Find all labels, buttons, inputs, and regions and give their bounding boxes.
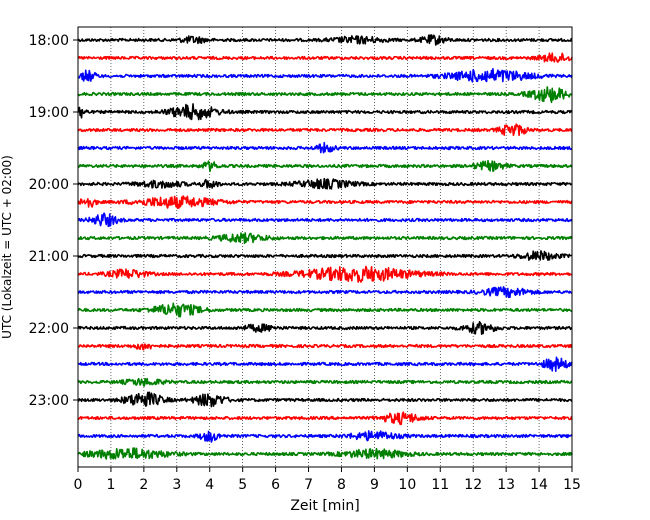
seismic-trace-1915 [77,123,573,137]
x-tick-label: 3 [172,477,181,493]
seismic-trace-2345 [77,447,573,460]
x-tick-label: 2 [139,477,148,493]
seismic-trace-2215 [77,343,573,351]
seismic-trace-1930 [77,141,573,154]
seismic-trace-2115 [77,265,573,283]
seismic-trace-2330 [77,430,573,443]
y-tick-label: 19:00 [29,105,69,121]
y-tick-label: 22:00 [29,321,69,337]
seismic-trace-2015 [77,195,573,209]
x-tick-label: 13 [497,477,515,493]
seismic-trace-2245 [77,377,573,387]
vertical-grid [110,27,540,467]
seismic-trace-1945 [77,159,573,173]
x-tick-label: 15 [563,477,581,493]
x-tick-label: 1 [106,477,115,493]
x-tick-label: 11 [431,477,449,493]
seismic-trace-2000 [77,177,573,190]
x-tick-label: 8 [337,477,346,493]
seismic-trace-1830 [77,68,573,83]
seismic-trace-2230 [77,356,573,373]
x-tick-label: 10 [398,477,416,493]
seismic-trace-2030 [77,212,573,228]
y-tick-label: 21:00 [29,249,69,265]
trace-group [77,34,573,460]
seismic-trace-2130 [77,286,573,299]
y-tick-label: 20:00 [29,177,69,193]
x-tick-label: 9 [370,477,379,493]
x-tick-label: 14 [530,477,548,493]
seismic-trace-2200 [77,320,573,335]
x-tick-label: 5 [238,477,247,493]
x-axis-label: Zeit [min] [290,498,359,514]
x-tick-label: 6 [271,477,280,493]
seismic-trace-2300 [77,391,573,408]
x-tick-label: 4 [205,477,214,493]
y-tick-label: 23:00 [29,393,69,409]
plot-frame [77,26,573,468]
seismic-trace-2100 [77,250,573,262]
y-tick-label: 18:00 [29,33,69,49]
x-axis-ticks: 0 1 2 3 4 5 6 7 8 9 10 11 12 13 14 15 [74,467,581,493]
y-axis-ticks: 18:00 19:00 20:00 21:00 22:00 23:00 [29,33,78,409]
x-tick-label: 12 [464,477,482,493]
seismic-trace-1815 [77,52,573,63]
y-axis-label: UTC (Lokalzeit = UTC + 02:00) [0,155,14,339]
seismic-trace-2315 [77,411,573,426]
seismic-trace-1845 [77,86,573,104]
seismic-trace-1900 [77,103,573,121]
seismic-trace-2045 [77,232,573,245]
x-tick-label: 7 [304,477,313,493]
seismic-trace-1800 [77,34,573,46]
seismic-trace-2145 [77,302,573,318]
x-tick-label: 0 [74,477,83,493]
